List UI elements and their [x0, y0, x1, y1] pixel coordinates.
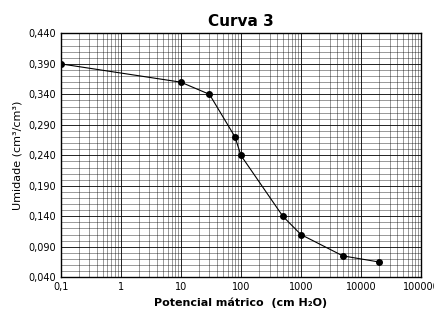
- X-axis label: Potencial mátrico  (cm H₂O): Potencial mátrico (cm H₂O): [155, 298, 327, 308]
- Title: Curva 3: Curva 3: [208, 14, 274, 29]
- Y-axis label: Umidade (cm³/cm³): Umidade (cm³/cm³): [13, 101, 23, 210]
